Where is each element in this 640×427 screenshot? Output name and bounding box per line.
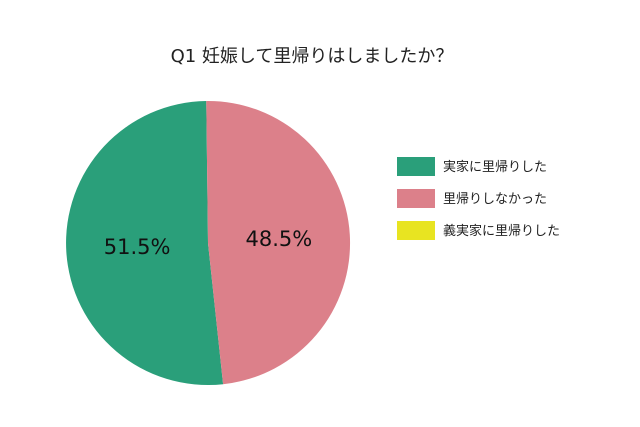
legend-label-3: 義実家に里帰りした: [443, 223, 560, 239]
legend-swatch-3: [397, 221, 435, 240]
pie-slice-2: [206, 100, 351, 385]
legend-label-1: 実家に里帰りした: [443, 159, 547, 175]
slice-value-label-2: 48.5%: [246, 227, 313, 251]
pie-slices: [66, 100, 351, 385]
legend-swatch-1: [397, 157, 435, 176]
pie-slice-1: [66, 101, 224, 385]
slice-value-label-1: 51.5%: [104, 235, 171, 259]
legend-label-2: 里帰りしなかった: [443, 191, 547, 207]
pie-slice-labels: 51.5% 48.5%: [104, 227, 313, 259]
chart-title: Q1 妊娠して里帰りはしましたか？: [171, 46, 454, 67]
legend-swatch-2: [397, 189, 435, 208]
